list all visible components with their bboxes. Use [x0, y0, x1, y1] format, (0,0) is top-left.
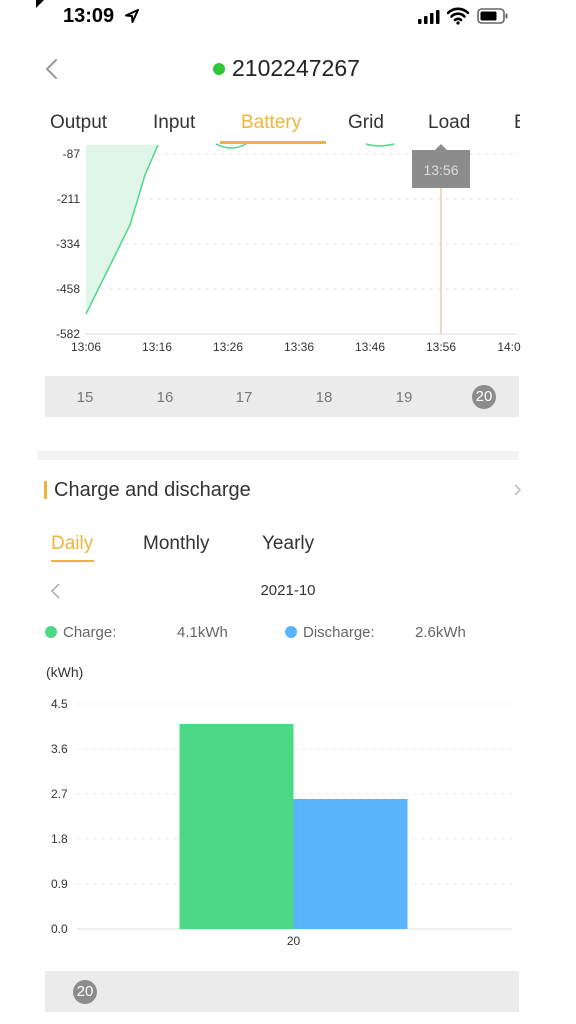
battery-power-chart[interactable]: 13:56 -87 -211 -334 -458 -582 13:06 13:1…	[0, 140, 576, 360]
discharge-legend-dot	[285, 626, 297, 638]
tab-more[interactable]: B	[514, 112, 520, 134]
period-tab-yearly[interactable]: Yearly	[262, 533, 315, 554]
y-tick-label: 0.9	[51, 877, 68, 891]
battery-series-line-segment-3	[365, 143, 395, 147]
device-title: 2102247267	[213, 55, 360, 82]
back-button[interactable]	[40, 56, 66, 82]
status-bar: 13:09	[0, 0, 576, 36]
x-tick: 13:16	[142, 340, 172, 354]
location-arrow-icon	[125, 9, 139, 23]
period-tab-daily[interactable]: Daily	[51, 533, 94, 554]
month-label: 2021-10	[260, 582, 316, 599]
charge-legend-label: Charge:	[63, 624, 117, 641]
tab-battery[interactable]: Battery	[241, 112, 302, 133]
section-divider	[37, 451, 519, 460]
battery-area-fill	[86, 145, 158, 314]
day-item[interactable]: 18	[315, 389, 333, 406]
day-item[interactable]: 16	[156, 389, 174, 406]
chevron-right-icon[interactable]	[513, 482, 521, 498]
bottom-day-selector: 20	[45, 971, 519, 1012]
tab-output[interactable]: Output	[50, 112, 108, 133]
x-tick: 14:0	[497, 340, 521, 354]
day-selector: 15 16 17 18 19 20	[45, 376, 519, 417]
discharge-legend-label: Discharge:	[303, 624, 375, 641]
y-tick: -334	[56, 237, 80, 251]
tooltip: 13:56	[412, 144, 470, 188]
bar-charge	[179, 724, 294, 929]
y-tick: -582	[56, 327, 80, 341]
x-tick: 13:46	[355, 340, 385, 354]
tooltip-time: 13:56	[423, 162, 458, 178]
month-prev-chevron-icon[interactable]	[50, 582, 62, 600]
nav-header: 2102247267	[0, 50, 576, 90]
y-tick-label: 3.6	[51, 742, 68, 756]
section-header: Charge and discharge	[44, 478, 251, 502]
tab-load[interactable]: Load	[428, 112, 471, 133]
y-tick-label: 4.5	[51, 697, 68, 711]
y-tick-label: 0.0	[51, 922, 68, 936]
wifi-icon	[447, 7, 469, 25]
bar-discharge	[293, 799, 408, 929]
status-time: 13:09	[63, 5, 115, 27]
day-item-selected[interactable]: 20	[472, 385, 496, 409]
battery-series-line-segment-2	[215, 143, 247, 149]
x-tick: 13:06	[71, 340, 101, 354]
section-title: Charge and discharge	[54, 478, 251, 501]
discharge-legend-value: 2.6kWh	[415, 624, 466, 641]
active-period-underline	[51, 560, 94, 562]
device-id: 2102247267	[232, 55, 360, 81]
category-tabs: Output Input Battery Grid Load B	[0, 108, 520, 148]
online-status-dot	[213, 62, 225, 75]
y-tick: -87	[63, 147, 81, 161]
section-accent-bar	[44, 481, 47, 499]
x-tick: 13:36	[284, 340, 314, 354]
active-tab-underline	[220, 141, 326, 144]
x-tick: 13:26	[213, 340, 243, 354]
charge-discharge-bar-chart[interactable]: (kWh) 4.5 3.6 2.7 1.8 0.9 0.0 20	[0, 655, 576, 955]
day-item[interactable]: 15	[76, 389, 94, 406]
tab-input[interactable]: Input	[153, 112, 196, 133]
charge-legend-dot	[45, 626, 57, 638]
y-tick: -458	[56, 282, 80, 296]
x-tick-label: 20	[287, 934, 301, 948]
day-item-selected[interactable]: 20	[73, 980, 97, 1004]
day-item[interactable]: 17	[235, 389, 253, 406]
signal-icon	[418, 10, 440, 24]
tab-grid[interactable]: Grid	[348, 112, 384, 133]
day-item[interactable]: 19	[395, 389, 413, 406]
y-tick-label: 2.7	[51, 787, 68, 801]
period-tab-monthly[interactable]: Monthly	[143, 533, 210, 554]
y-tick-label: 1.8	[51, 832, 68, 846]
battery-icon	[477, 8, 508, 24]
battery-series-line	[85, 144, 159, 315]
y-axis-label: (kWh)	[46, 664, 83, 680]
y-tick: -211	[57, 192, 80, 206]
charge-legend-value: 4.1kWh	[177, 624, 228, 641]
corner-mark	[36, 0, 44, 8]
x-tick: 13:56	[426, 340, 456, 354]
